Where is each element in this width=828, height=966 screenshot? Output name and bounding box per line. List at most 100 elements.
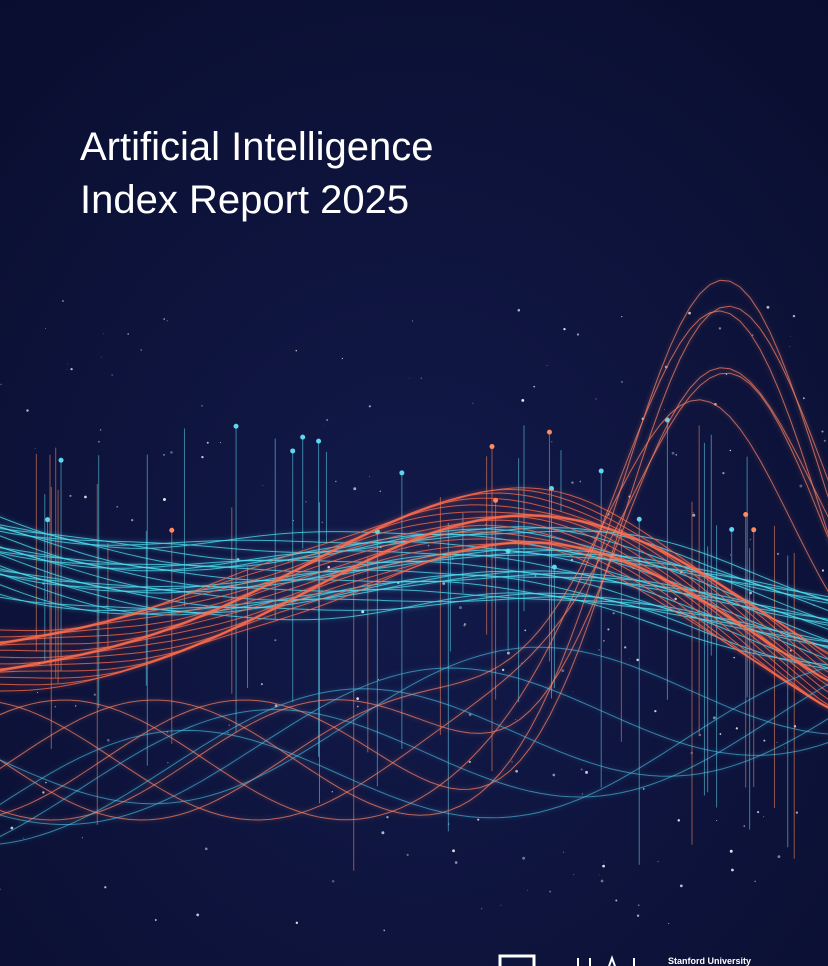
star [533,385,536,388]
star [823,439,826,442]
star [63,559,65,561]
wave [0,688,828,845]
star [70,367,73,371]
star [42,791,45,794]
star [468,760,471,764]
star [386,816,389,819]
wave [0,515,828,682]
star [668,923,670,925]
star [549,890,552,893]
star [295,921,299,925]
star [754,880,756,883]
star [732,657,734,659]
star [170,451,173,454]
wave [0,570,828,647]
wave [0,646,828,805]
star [521,398,525,402]
star [757,811,760,814]
star [792,314,796,318]
star [99,429,102,431]
star [585,770,588,774]
star [733,656,736,659]
star [166,320,168,322]
star [305,501,307,503]
star [454,861,458,864]
star [621,381,623,383]
star [636,914,640,917]
spike-dot [169,527,175,533]
star [563,327,566,331]
star [116,505,119,508]
wave [0,515,828,682]
star [356,705,359,708]
star [821,569,825,572]
star [162,498,166,501]
star [598,649,600,651]
wave [0,528,828,598]
title-line: Artificial Intelligence [80,125,434,169]
star [331,791,334,793]
star [412,320,413,322]
star [262,485,264,486]
logo: Stanford University [498,954,751,966]
star [131,518,134,522]
star [420,377,422,379]
waves [0,279,828,845]
star [356,697,360,701]
publisher: Stanford University [668,956,751,966]
star [621,315,623,318]
spike-dot [233,423,239,429]
star [23,837,24,839]
star [679,884,683,888]
star [789,345,791,347]
star [671,451,675,455]
star [534,574,537,577]
star [167,762,169,764]
star [581,793,584,795]
star [789,649,792,652]
star [153,638,154,640]
star [74,705,77,707]
star [103,333,105,334]
star [34,447,36,449]
star [674,597,677,601]
star [729,849,733,853]
star [776,741,778,743]
star [0,383,2,386]
star [37,691,39,694]
star [699,734,702,737]
star [10,826,14,830]
star [326,419,329,422]
star [599,874,600,876]
star [561,669,565,673]
spike-dot [290,448,296,454]
star [127,333,130,335]
star [799,484,803,488]
star [0,888,1,890]
logo-square [498,954,536,966]
star [515,769,519,773]
spike-dot [598,468,604,474]
star [100,356,102,358]
star [104,886,107,889]
star [335,480,337,483]
star [260,683,263,686]
star [551,441,553,443]
star [563,851,565,853]
star [26,409,29,412]
star [751,334,754,336]
star [735,727,738,730]
star [580,768,583,771]
wave [0,542,828,709]
star [718,327,722,330]
star [45,327,46,329]
star [379,490,381,492]
star [705,643,706,645]
star [612,612,615,615]
star [776,552,780,556]
star [688,311,691,315]
star [163,318,166,320]
star [795,811,798,814]
wave [0,516,828,602]
